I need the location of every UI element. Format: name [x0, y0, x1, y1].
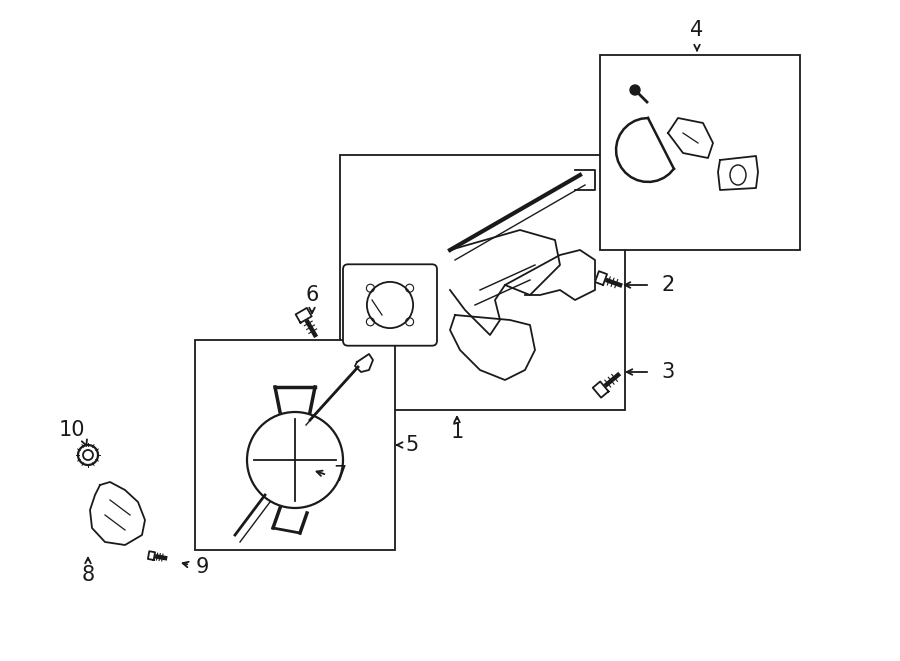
Text: 2: 2 — [662, 275, 675, 295]
Polygon shape — [295, 308, 311, 323]
Polygon shape — [355, 354, 373, 372]
Text: 7: 7 — [333, 465, 346, 485]
Polygon shape — [148, 551, 155, 560]
FancyBboxPatch shape — [343, 264, 437, 346]
Text: 8: 8 — [81, 565, 94, 585]
Polygon shape — [668, 118, 713, 158]
Text: 6: 6 — [305, 285, 319, 305]
Polygon shape — [593, 381, 608, 398]
Text: 4: 4 — [690, 20, 704, 40]
Polygon shape — [90, 482, 145, 545]
Bar — [340, 155, 625, 410]
Text: 9: 9 — [195, 557, 209, 577]
Polygon shape — [718, 156, 758, 190]
Text: 5: 5 — [405, 435, 418, 455]
Text: 1: 1 — [450, 422, 464, 442]
Polygon shape — [595, 271, 607, 285]
Circle shape — [630, 85, 640, 95]
Text: 3: 3 — [662, 362, 675, 382]
Bar — [195, 340, 395, 550]
Text: 10: 10 — [58, 420, 86, 440]
Bar — [600, 55, 800, 250]
